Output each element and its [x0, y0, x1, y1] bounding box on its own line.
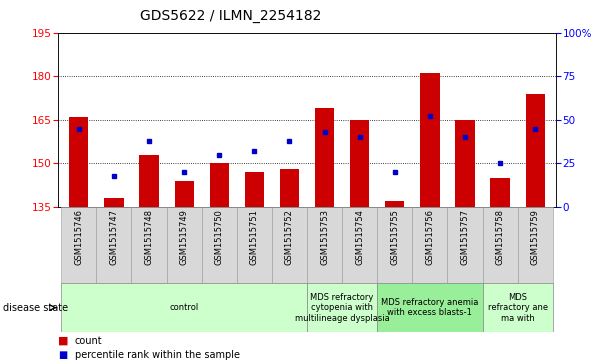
Bar: [447, 207, 483, 283]
Text: ■: ■: [58, 336, 68, 346]
Bar: [315, 108, 334, 207]
Bar: [420, 73, 440, 207]
Bar: [491, 178, 510, 207]
Bar: [244, 172, 264, 207]
Text: GSM1515749: GSM1515749: [179, 209, 188, 265]
Text: GSM1515753: GSM1515753: [320, 209, 329, 265]
Text: MDS refractory
cytopenia with
multilineage dysplasia: MDS refractory cytopenia with multilinea…: [295, 293, 390, 323]
Text: GSM1515759: GSM1515759: [531, 209, 540, 265]
Bar: [105, 198, 123, 207]
Text: GSM1515747: GSM1515747: [109, 209, 119, 265]
Text: percentile rank within the sample: percentile rank within the sample: [75, 350, 240, 360]
Text: GSM1515752: GSM1515752: [285, 209, 294, 265]
Text: GSM1515750: GSM1515750: [215, 209, 224, 265]
Text: GSM1515757: GSM1515757: [460, 209, 469, 265]
Bar: [167, 207, 202, 283]
Bar: [455, 120, 475, 207]
Bar: [483, 207, 517, 283]
Bar: [272, 207, 307, 283]
Bar: [237, 207, 272, 283]
Bar: [174, 181, 194, 207]
Bar: [350, 120, 370, 207]
Bar: [61, 283, 307, 332]
Text: MDS
refractory ane
ma with: MDS refractory ane ma with: [488, 293, 548, 323]
Text: control: control: [170, 303, 199, 312]
Bar: [131, 207, 167, 283]
Text: count: count: [75, 336, 102, 346]
Text: GSM1515755: GSM1515755: [390, 209, 399, 265]
Bar: [412, 207, 447, 283]
Bar: [61, 207, 97, 283]
Bar: [483, 283, 553, 332]
Bar: [210, 163, 229, 207]
Text: GSM1515751: GSM1515751: [250, 209, 259, 265]
Bar: [377, 207, 412, 283]
Text: disease state: disease state: [3, 303, 68, 313]
Bar: [377, 283, 483, 332]
Bar: [307, 207, 342, 283]
Bar: [385, 201, 404, 207]
Bar: [517, 207, 553, 283]
Text: GSM1515754: GSM1515754: [355, 209, 364, 265]
Text: GDS5622 / ILMN_2254182: GDS5622 / ILMN_2254182: [140, 9, 322, 23]
Bar: [69, 117, 89, 207]
Bar: [97, 207, 131, 283]
Text: MDS refractory anemia
with excess blasts-1: MDS refractory anemia with excess blasts…: [381, 298, 478, 317]
Bar: [525, 94, 545, 207]
Text: ■: ■: [58, 350, 67, 360]
Text: GSM1515748: GSM1515748: [145, 209, 154, 265]
Bar: [139, 155, 159, 207]
Bar: [307, 283, 377, 332]
Bar: [342, 207, 377, 283]
Text: GSM1515746: GSM1515746: [74, 209, 83, 265]
Bar: [202, 207, 237, 283]
Text: GSM1515758: GSM1515758: [496, 209, 505, 265]
Bar: [280, 169, 299, 207]
Text: GSM1515756: GSM1515756: [426, 209, 435, 265]
